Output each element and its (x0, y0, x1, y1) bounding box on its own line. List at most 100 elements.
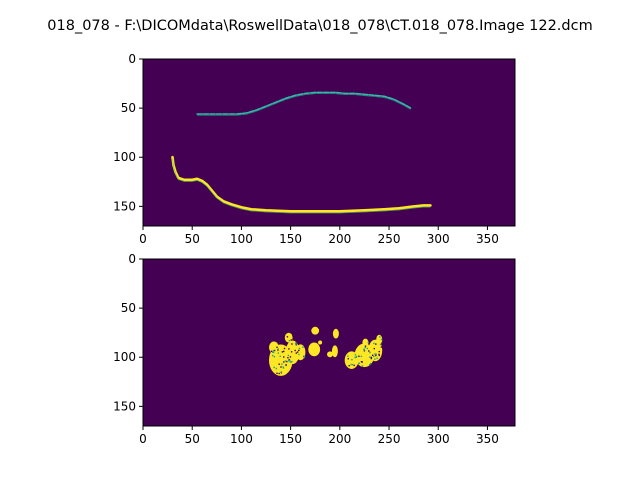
central-structures-blob (318, 340, 323, 345)
texture-speck (379, 336, 381, 338)
texture-speck (302, 346, 304, 348)
texture-speck (369, 356, 371, 358)
x-tick-label: 150 (279, 432, 302, 446)
texture-speck (281, 351, 284, 353)
right-lung-region (344, 334, 383, 370)
texture-speck (369, 351, 371, 354)
texture-speck (358, 355, 360, 357)
texture-speck (278, 363, 280, 365)
texture-speck (375, 343, 377, 345)
texture-speck (358, 362, 360, 365)
texture-speck (351, 359, 353, 361)
upper-curve-shadow (197, 93, 411, 116)
texture-speck (348, 365, 350, 367)
texture-speck (288, 339, 291, 342)
texture-speck (283, 361, 285, 363)
texture-speck (279, 355, 281, 357)
x-tick-label: 250 (378, 432, 401, 446)
image-background (143, 59, 515, 226)
central-structures-blob (331, 345, 338, 358)
texture-speck (361, 361, 363, 363)
x-tick-label: 150 (279, 232, 302, 246)
texture-speck (289, 361, 291, 363)
texture-speck (288, 348, 290, 350)
texture-speck (355, 355, 358, 358)
texture-speck (373, 355, 375, 358)
texture-speck (286, 360, 288, 363)
texture-speck (276, 346, 278, 348)
x-tick-label: 100 (230, 232, 253, 246)
texture-speck (374, 353, 376, 355)
texture-speck (283, 356, 285, 358)
texture-speck (280, 372, 282, 374)
texture-speck (367, 341, 369, 344)
texture-speck (277, 349, 279, 351)
texture-speck (287, 357, 289, 359)
x-tick-label: 350 (476, 432, 499, 446)
central-structures (308, 326, 339, 358)
texture-speck (276, 372, 278, 374)
x-tick-label: 50 (185, 432, 200, 446)
left-lung-region-blob (269, 341, 279, 354)
x-tick-label: 0 (139, 432, 147, 446)
texture-speck (347, 358, 349, 360)
left-lung-region (269, 332, 306, 376)
texture-speck (364, 345, 367, 347)
texture-speck (277, 352, 279, 354)
axes-frame (142, 258, 516, 427)
x-tick-label: 250 (378, 232, 401, 246)
texture-speck (354, 354, 357, 356)
image-content (269, 326, 383, 376)
texture-speck (282, 367, 285, 369)
y-tick-label: 0 (128, 252, 136, 266)
texture-speck (291, 343, 293, 345)
texture-speck (296, 351, 299, 353)
right-lung-region-blob (362, 338, 369, 347)
texture-speck (378, 350, 380, 353)
texture-speck (370, 362, 372, 365)
texture-speck (376, 357, 378, 359)
texture-speck (379, 343, 382, 346)
y-tick-label: 0 (128, 52, 136, 66)
lower-curve (171, 155, 432, 213)
x-tick-label: 300 (427, 432, 450, 446)
texture-speck (298, 347, 301, 350)
texture-speck (275, 367, 277, 370)
texture-speck (277, 348, 279, 350)
texture-speck (303, 356, 306, 359)
x-tick-label: 350 (476, 232, 499, 246)
x-tick-label: 0 (139, 232, 147, 246)
central-structures-blob (332, 328, 339, 339)
texture-speck (351, 363, 354, 366)
texture-speck (295, 344, 297, 346)
texture-speck (378, 354, 380, 357)
texture-speck (350, 363, 352, 366)
texture-speck (270, 350, 273, 352)
texture-speck (286, 336, 289, 338)
texture-speck (294, 349, 296, 352)
y-tick-label: 50 (121, 101, 136, 115)
texture-speck (291, 361, 293, 363)
texture-speck (298, 353, 300, 356)
texture-speck (303, 355, 306, 357)
texture-speck (273, 366, 275, 369)
y-tick-label: 150 (113, 199, 136, 213)
texture-speck (378, 353, 380, 356)
texture-speck (285, 364, 287, 366)
texture-speck (370, 357, 372, 360)
texture-speck (373, 347, 375, 350)
texture-speck (278, 372, 280, 375)
x-tick-label: 200 (328, 232, 351, 246)
right-lung-region-blob (354, 343, 375, 368)
texture-speck (290, 351, 293, 353)
texture-speck (380, 346, 383, 348)
texture-speck (363, 349, 366, 351)
texture-speck (289, 359, 291, 361)
texture-speck (353, 364, 355, 367)
bottom-image-axes: 0 50 100 150 200 250 300 350 0 50 100 150 (113, 252, 516, 446)
texture-speck (280, 366, 282, 368)
texture-speck (290, 339, 292, 341)
central-structures-blob (327, 351, 333, 358)
texture-speck (374, 358, 376, 360)
